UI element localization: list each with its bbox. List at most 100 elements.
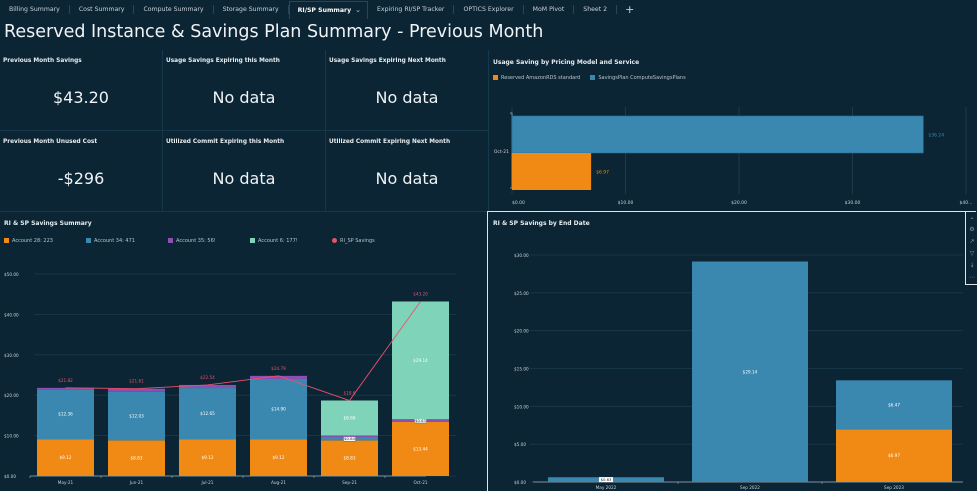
kpi-label: Usage Savings Expiring this Month — [166, 58, 280, 64]
bar-segment — [37, 387, 94, 390]
chevron-down-icon[interactable]: ⌄ — [969, 214, 975, 221]
kpi-label: Utilized Commit Expiring Next Month — [329, 139, 451, 145]
kpi-value: No data — [375, 88, 439, 107]
legend-label: RI_SP Savings — [340, 238, 375, 244]
data-label: $9.12 — [202, 455, 214, 460]
legend-item[interactable]: Account 34: 471 — [86, 238, 168, 244]
legend-swatch — [4, 238, 9, 243]
tab-compute-summary[interactable]: Compute Summary — [134, 5, 214, 14]
bar-segment — [108, 391, 165, 441]
savings-by-end-date-title: RI & SP Savings by End Date — [493, 220, 590, 227]
tab-billing-summary[interactable]: Billing Summary — [0, 5, 70, 14]
data-label: $29.14 — [413, 358, 428, 363]
legend-item[interactable]: Reserved AmazonRDS standard — [493, 75, 580, 81]
bar-segment — [836, 429, 952, 482]
kpi-previous-month-savings[interactable]: Previous Month Savings $43.20 — [0, 50, 163, 131]
data-label: $8.83 — [131, 456, 143, 461]
x-tick-label: $40... — [960, 200, 973, 206]
line-ri-sp-savings — [65, 301, 421, 402]
data-label: $12.36 — [58, 412, 73, 417]
filter-icon[interactable]: ▽ — [969, 250, 975, 257]
data-label: $6.47 — [888, 402, 900, 407]
kpi-value: No data — [212, 88, 276, 107]
kpi-value: No data — [375, 169, 439, 188]
x-tick-label: Aug-21 — [271, 480, 286, 485]
data-label: $0.63 — [415, 418, 426, 423]
download-icon[interactable]: ↓ — [969, 262, 975, 269]
tab-mom-pivot[interactable]: MoM Pivot — [524, 5, 575, 14]
data-label: $9.12 — [60, 455, 72, 460]
legend-item[interactable]: SavingsPlan ComputeSavingsPlans — [590, 75, 686, 81]
savings-by-end-date-chart: $0.00 $5.00 $10.00 $15.00 $20.00 $25.00 $30.00… — [514, 253, 963, 490]
kpi-usage-savings-expiring-this-month[interactable]: Usage Savings Expiring this Month No dat… — [163, 50, 326, 131]
data-label: $0.63 — [601, 477, 612, 482]
line-data-label: $24.79 — [271, 366, 286, 371]
tab-sheet-2[interactable]: Sheet 2 — [574, 5, 618, 14]
data-label: $13.44 — [413, 446, 428, 451]
tab-cost-summary[interactable]: Cost Summary — [70, 5, 135, 14]
x-tick-label: May 2022 — [596, 485, 617, 490]
x-tick-label: Sep-21 — [342, 480, 357, 485]
data-label: $14.90 — [271, 407, 286, 412]
data-label: $8.66 — [344, 415, 356, 420]
legend-item[interactable]: RI_SP Savings — [332, 238, 375, 244]
legend-label: Account 28: 223 — [12, 238, 53, 244]
bar-segment — [836, 380, 952, 430]
x-tick-label: Sep 2023 — [884, 485, 904, 490]
visual-toolbar: ⌄ ⚙ ↗ ▽ ↓ ⋯ — [965, 212, 977, 285]
y-tick-label: $30.00 — [514, 253, 529, 258]
chevron-down-icon[interactable]: ⌄ — [355, 5, 362, 14]
legend-swatch — [493, 75, 498, 80]
legend-label: SavingsPlan ComputeSavingsPlans — [598, 75, 686, 81]
kpi-value: $43.20 — [53, 88, 109, 107]
kpi-utilized-commit-expiring-next-month[interactable]: Utilized Commit Expiring Next Month No d… — [326, 131, 489, 212]
data-label: $36.24 — [928, 133, 944, 139]
tab-optics-explorer[interactable]: OPTICS Explorer — [454, 5, 524, 14]
kpi-label: Previous Month Unused Cost — [3, 139, 98, 145]
x-tick-label: Jun-21 — [129, 480, 144, 485]
bar-segment — [392, 421, 449, 476]
legend-item[interactable]: Account 35: 56! — [168, 238, 250, 244]
tab-label: Billing Summary — [9, 6, 60, 13]
kpi-label: Previous Month Savings — [3, 58, 82, 64]
sheet-tabs: Billing Summary Cost Summary Compute Sum… — [0, 0, 977, 19]
more-icon[interactable]: ⋯ — [969, 274, 975, 281]
y-tick-label: $10.00 — [4, 434, 19, 439]
y-tick-label: $10.00 — [514, 404, 529, 409]
legend-swatch — [86, 238, 91, 243]
kpi-previous-month-unused-cost[interactable]: Previous Month Unused Cost -$296 — [0, 131, 163, 212]
line-data-label: $18.6 — [344, 391, 356, 396]
gear-icon[interactable]: ⚙ — [969, 226, 975, 233]
data-label: $8.83 — [344, 456, 356, 461]
y-tick-label: Oct-21 — [494, 149, 509, 155]
legend-swatch — [168, 238, 173, 243]
kpi-usage-savings-expiring-next-month[interactable]: Usage Savings Expiring Next Month No dat… — [326, 50, 489, 131]
tab-storage-summary[interactable]: Storage Summary — [214, 5, 289, 14]
bar-segment — [692, 261, 808, 482]
y-tick-label: $0.00 — [4, 474, 16, 479]
bar-segment — [179, 384, 236, 389]
x-tick-label: May-21 — [58, 480, 74, 485]
tab-expiring-ri-sp-tracker[interactable]: Expiring RI/SP Tracker — [368, 5, 455, 14]
legend-item[interactable]: Account 28: 223 — [4, 238, 86, 244]
kpi-utilized-commit-expiring-this-month[interactable]: Utilized Commit Expiring this Month No d… — [163, 131, 326, 212]
add-sheet-button[interactable]: + — [625, 3, 635, 16]
x-tick-label: $30.00 — [845, 200, 861, 206]
legend-label: Account 35: 56! — [176, 238, 216, 244]
x-tick-label: $20.00 — [731, 200, 747, 206]
tab-ri-sp-summary[interactable]: RI/SP Summary ⌄ — [288, 0, 369, 19]
x-tick-label: Jul-21 — [201, 480, 214, 485]
legend-item[interactable]: Account 6: 177! — [250, 238, 332, 244]
tab-label: Sheet 2 — [583, 6, 608, 13]
bar-segment — [179, 439, 236, 476]
expand-icon[interactable]: ↗ — [969, 238, 975, 245]
bar-segment — [108, 440, 165, 476]
x-tick-label: $0.00 — [512, 200, 525, 206]
kpi-label: Utilized Commit Expiring this Month — [166, 139, 285, 145]
kpi-value: No data — [212, 169, 276, 188]
y-tick-label: $20.00 — [514, 329, 529, 334]
bar-segment — [321, 440, 378, 476]
line-data-label: $21.61 — [129, 379, 144, 384]
tab-label: OPTICS Explorer — [463, 6, 514, 13]
bar-segment — [321, 400, 378, 436]
